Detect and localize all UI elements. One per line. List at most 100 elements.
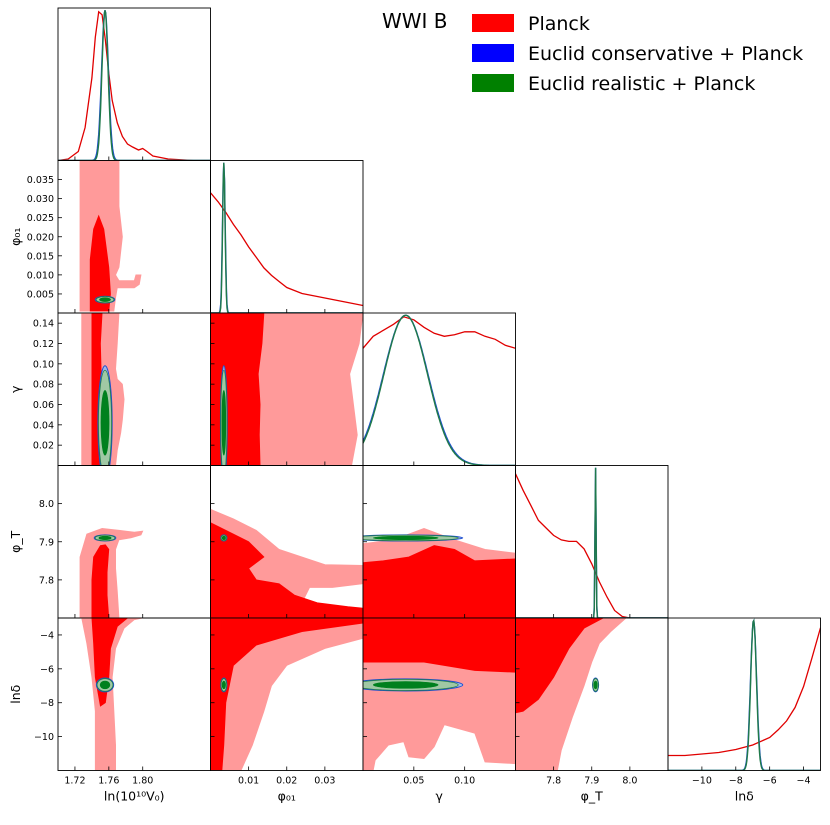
panel-frame <box>57 312 211 466</box>
planck-68-region <box>89 214 111 312</box>
contour-panel-phi01-gamma <box>210 313 363 466</box>
marginal-line-planck <box>515 473 668 618</box>
marginal-line-euclid-conservative <box>668 618 821 771</box>
marginal-panel-phiT <box>515 467 668 618</box>
y-tick-label: 0.025 <box>27 213 54 224</box>
contour-panel-gamma-lndelta <box>363 618 516 771</box>
x-axis-label-phiT: φ_T <box>581 789 603 804</box>
legend-label-euclid-realistic: Euclid realistic + Planck <box>528 73 755 95</box>
y-tick-label: 0.12 <box>33 339 54 350</box>
chart-title: WWI B <box>382 9 448 33</box>
marginal-line-euclid-realistic <box>58 10 211 161</box>
y-tick-label: 0.04 <box>33 420 54 431</box>
y-axis-label-phiT: φ_T <box>8 530 23 552</box>
y-tick-label: 0.035 <box>27 175 54 186</box>
x-tick-label: 7.8 <box>546 776 561 787</box>
marginal-line-euclid-conservative <box>363 314 516 466</box>
x-tick-label: 0.02 <box>276 776 297 787</box>
marginal-line-euclid-conservative <box>58 10 211 161</box>
x-tick-label: 7.9 <box>584 776 599 787</box>
marginal-line-euclid-conservative <box>515 467 668 618</box>
x-tick-label: 0.10 <box>454 776 475 787</box>
legend: WWI B Planck Euclid conservative + Planc… <box>382 9 803 95</box>
planck-68-region <box>363 545 516 618</box>
x-tick-label: 0.01 <box>238 776 259 787</box>
legend-label-euclid-conservative: Euclid conservative + Planck <box>528 43 803 65</box>
x-axis-label-lnV0: ln(10¹⁰V₀) <box>104 789 165 804</box>
y-tick-label: −6 <box>40 664 54 675</box>
y-tick-label: −4 <box>40 630 54 641</box>
euclid-realistic-68-ellipse <box>99 680 111 690</box>
y-tick-label: 0.010 <box>27 270 54 281</box>
panel-frame <box>57 617 211 771</box>
x-tick-label: 0.03 <box>314 776 335 787</box>
euclid-realistic-68-ellipse <box>593 680 598 690</box>
x-tick-label: 1.76 <box>98 776 119 787</box>
x-tick-label: −6 <box>763 776 777 787</box>
marginal-panel-lnV0 <box>58 10 211 161</box>
planck-68-region <box>363 618 516 673</box>
x-tick-label: −10 <box>692 776 712 787</box>
y-tick-label: 0.06 <box>33 400 54 411</box>
contour-panel-lnV0-gamma <box>81 313 125 466</box>
y-tick-label: 0.08 <box>33 380 54 391</box>
y-tick-label: 0.015 <box>27 251 54 262</box>
contour-panel-lnV0-phi01 <box>79 160 142 312</box>
x-axis-label-lndelta: lnδ <box>735 789 754 804</box>
planck-95-region <box>210 618 363 771</box>
contour-panel-phi01-phiT <box>210 508 363 618</box>
contour-panel-phiT-lndelta <box>515 618 627 771</box>
legend-label-planck: Planck <box>528 13 590 35</box>
panel-frame <box>57 7 211 161</box>
euclid-realistic-68-ellipse <box>98 535 112 540</box>
planck-68-region <box>210 313 265 466</box>
x-tick-label: 0.05 <box>403 776 424 787</box>
marginal-line-euclid-realistic <box>363 314 516 466</box>
x-tick-label: 1.72 <box>64 776 85 787</box>
marginal-line-planck <box>363 316 516 349</box>
x-tick-label: 1.80 <box>132 776 153 787</box>
panel-frame <box>210 160 364 314</box>
y-tick-label: 0.10 <box>33 359 54 370</box>
planck-68-region <box>515 618 604 714</box>
y-tick-label: 0.14 <box>33 319 54 330</box>
x-tick-label: −4 <box>797 776 811 787</box>
planck-68-region <box>91 544 110 618</box>
panel-frame <box>362 312 516 466</box>
y-axis-label-lndelta: lnδ <box>8 685 23 704</box>
euclid-realistic-68-ellipse <box>221 680 226 690</box>
marginal-panel-lndelta <box>668 618 821 771</box>
contour-panel-lnV0-lndelta <box>81 618 143 771</box>
x-tick-label: −8 <box>729 776 743 787</box>
x-axis-label-gamma: γ <box>436 789 444 804</box>
euclid-realistic-68-ellipse <box>99 297 111 302</box>
legend-swatch-planck <box>472 14 514 32</box>
marginal-line-euclid-realistic <box>210 162 363 313</box>
euclid-realistic-68-ellipse <box>372 535 439 540</box>
marginal-panel-phi01 <box>210 162 363 313</box>
y-axis-label-gamma: γ <box>8 385 23 393</box>
x-tick-label: 8.0 <box>622 776 637 787</box>
euclid-realistic-68-ellipse <box>372 681 439 689</box>
y-tick-label: 7.8 <box>39 575 54 586</box>
planck-95-region <box>79 527 144 618</box>
marginal-line-euclid-conservative <box>210 162 363 313</box>
marginal-line-euclid-realistic <box>515 467 668 618</box>
y-tick-label: 0.005 <box>27 289 54 300</box>
marginal-line-planck <box>58 10 211 161</box>
y-tick-label: 0.030 <box>27 194 54 205</box>
planck-68-region <box>210 522 363 618</box>
legend-swatch-euclid-conservative <box>472 44 514 62</box>
panel-frame <box>515 465 669 619</box>
legend-swatch-euclid-realistic <box>472 74 514 92</box>
y-axis-label-phi01: φ₀₁ <box>8 228 23 246</box>
marginal-line-planck <box>668 627 821 757</box>
y-tick-label: −8 <box>40 698 54 709</box>
contour-panel-lnV0-phiT <box>79 527 144 618</box>
y-tick-label: −10 <box>34 732 54 743</box>
y-tick-label: 0.020 <box>27 232 54 243</box>
x-axis-label-phi01: φ₀₁ <box>278 789 296 804</box>
marginal-line-euclid-realistic <box>668 618 821 771</box>
y-tick-label: 8.0 <box>39 499 54 510</box>
